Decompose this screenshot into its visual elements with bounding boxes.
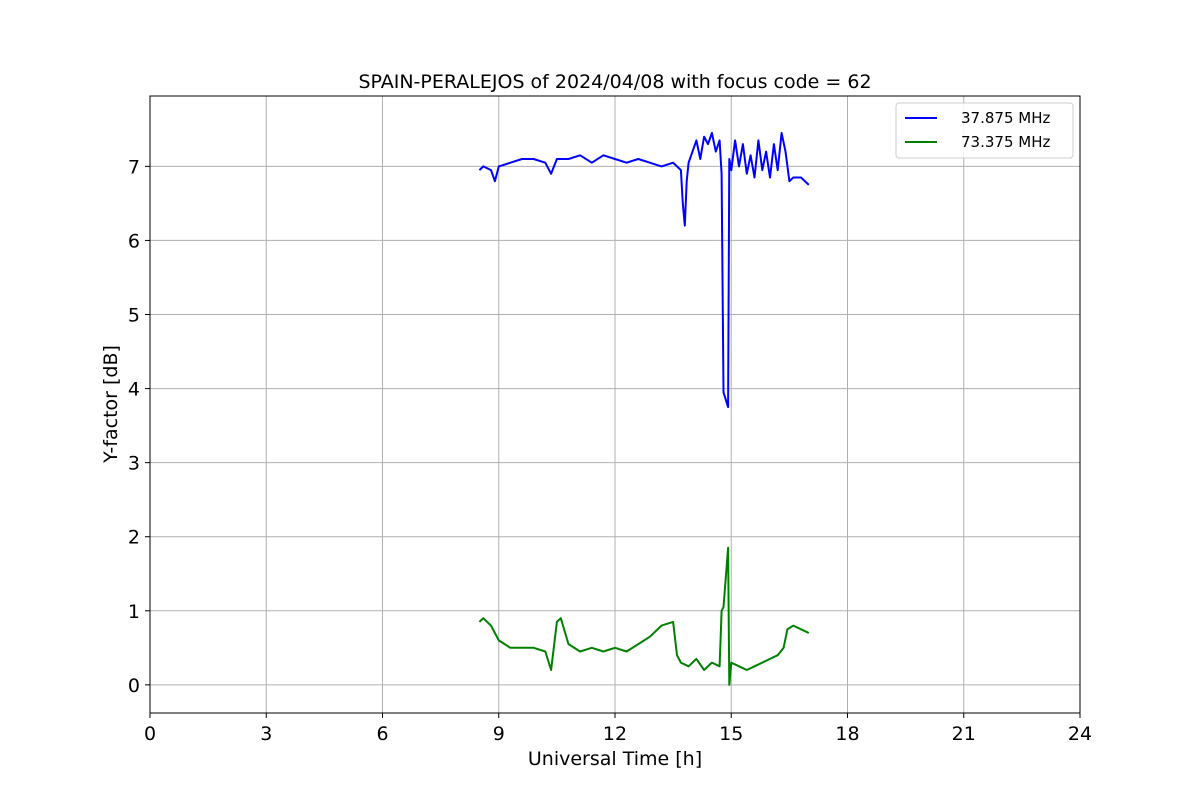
- x-tick-label: 12: [603, 723, 627, 745]
- legend-label-1: 37.875 MHz: [961, 109, 1050, 127]
- legend: 37.875 MHz 73.375 MHz: [895, 102, 1074, 159]
- x-tick-label: 6: [376, 723, 388, 745]
- y-tick-label: 1: [128, 601, 140, 623]
- y-tick-label: 0: [128, 675, 140, 697]
- y-tick-label: 6: [128, 230, 140, 252]
- series-layer: [478, 132, 810, 686]
- y-tick-label: 5: [128, 305, 140, 327]
- legend-box: [895, 102, 1074, 159]
- x-axis-label: Universal Time [h]: [528, 748, 702, 770]
- x-tick-label: 21: [952, 723, 976, 745]
- y-tick-label: 3: [128, 453, 140, 475]
- x-tick-label: 18: [835, 723, 859, 745]
- x-tick-label: 15: [719, 723, 743, 745]
- x-tick-label: 24: [1068, 723, 1092, 745]
- x-tick-label: 9: [493, 723, 505, 745]
- legend-label-2: 73.375 MHz: [961, 133, 1050, 151]
- chart-title: SPAIN-PERALEJOS of 2024/04/08 with focus…: [358, 71, 871, 93]
- y-tick-label: 2: [128, 527, 140, 549]
- series-line-1: [478, 132, 810, 409]
- x-tick-label: 0: [144, 723, 156, 745]
- y-axis-label: Y-factor [dB]: [100, 345, 122, 464]
- series-line-2: [478, 546, 810, 686]
- y-tick-label: 7: [128, 156, 140, 178]
- x-tick-label: 3: [260, 723, 272, 745]
- y-tick-label: 4: [128, 379, 140, 401]
